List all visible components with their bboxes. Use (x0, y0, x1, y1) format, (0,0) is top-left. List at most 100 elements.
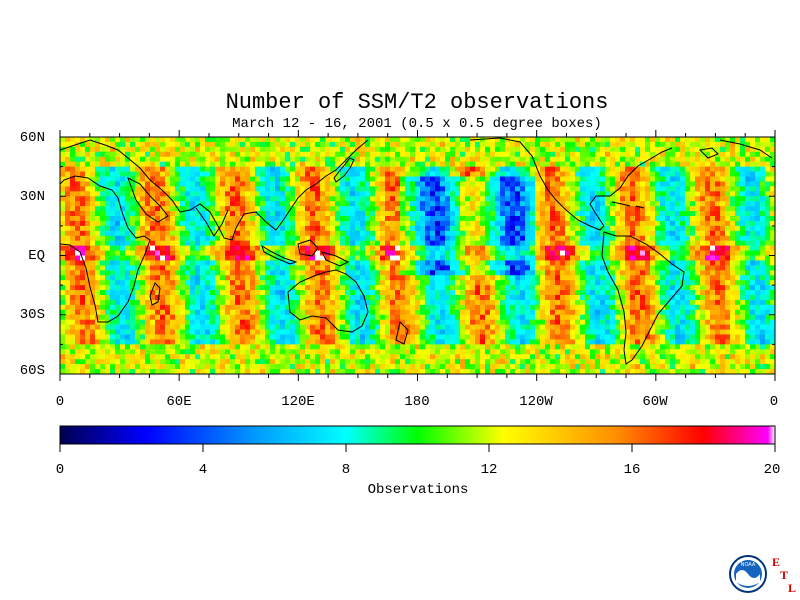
heatmap-cell (105, 216, 111, 222)
heatmap-cell (665, 181, 671, 187)
heatmap-cell (230, 196, 236, 202)
heatmap-cell (710, 151, 716, 158)
heatmap-cell (375, 275, 381, 281)
heatmap-cell (720, 191, 726, 197)
heatmap-cell (245, 225, 251, 232)
heatmap-cell (220, 176, 226, 182)
heatmap-cell (85, 245, 91, 251)
heatmap-cell (75, 216, 81, 222)
heatmap-cell (480, 201, 486, 207)
heatmap-cell (685, 230, 691, 237)
heatmap-cell (65, 166, 71, 172)
heatmap-cell (490, 146, 496, 153)
heatmap-cell (680, 255, 686, 261)
heatmap-cell (515, 156, 521, 162)
heatmap-cell (170, 280, 176, 286)
heatmap-cell (655, 137, 661, 143)
heatmap-cell (365, 230, 371, 237)
heatmap-cell (365, 295, 371, 301)
heatmap-cell (555, 151, 561, 158)
heatmap-cell (90, 290, 96, 296)
heatmap-cell (185, 230, 191, 237)
heatmap-cell (665, 211, 671, 217)
heatmap-cell (445, 290, 451, 296)
heatmap-cell (210, 196, 216, 202)
heatmap-cell (125, 196, 131, 202)
heatmap-cell (540, 265, 546, 271)
heatmap-cell (425, 181, 431, 187)
heatmap-cell (610, 280, 616, 286)
heatmap-cell (720, 220, 726, 227)
heatmap-cell (635, 181, 641, 187)
heatmap-cell (255, 146, 261, 153)
heatmap-cell (480, 166, 486, 172)
heatmap-cell (410, 211, 416, 217)
heatmap-cell (695, 299, 701, 306)
heatmap-cell (620, 290, 626, 296)
heatmap-cell (320, 275, 326, 281)
heatmap-cell (230, 304, 236, 311)
heatmap-cell (220, 290, 226, 296)
heatmap-cell (275, 196, 281, 202)
heatmap-cell (225, 201, 231, 207)
heatmap-cell (435, 161, 441, 167)
heatmap-cell (760, 265, 766, 271)
heatmap-cell (485, 166, 491, 172)
heatmap-cell (275, 181, 281, 187)
heatmap-cell (525, 285, 531, 291)
heatmap-cell (260, 156, 266, 162)
heatmap-cell (450, 191, 456, 197)
heatmap-cell (560, 250, 566, 256)
heatmap-cell (240, 151, 246, 158)
heatmap-cell (110, 146, 116, 153)
heatmap-cell (465, 166, 471, 172)
heatmap-cell (390, 260, 396, 266)
heatmap-cell (490, 250, 496, 256)
heatmap-cell (715, 265, 721, 271)
heatmap-cell (440, 171, 446, 177)
heatmap-cell (290, 304, 296, 311)
heatmap-cell (380, 295, 386, 301)
heatmap-cell (275, 161, 281, 167)
heatmap-cell (655, 161, 661, 167)
heatmap-cell (205, 220, 211, 227)
heatmap-cell (760, 181, 766, 187)
heatmap-cell (660, 290, 666, 296)
heatmap-cell (125, 166, 131, 172)
heatmap-cell (280, 146, 286, 153)
heatmap-cell (750, 146, 756, 153)
heatmap-cell (185, 240, 191, 246)
heatmap-cell (240, 146, 246, 153)
heatmap-cell (675, 191, 681, 197)
heatmap-cell (605, 156, 611, 162)
heatmap-cell (305, 176, 311, 182)
heatmap-cell (200, 299, 206, 306)
heatmap-cell (355, 225, 361, 232)
heatmap-cell (440, 156, 446, 162)
heatmap-cell (155, 235, 161, 241)
heatmap-cell (490, 280, 496, 286)
heatmap-cell (550, 270, 556, 276)
heatmap-cell (300, 141, 306, 148)
heatmap-cell (655, 280, 661, 286)
heatmap-cell (430, 275, 436, 281)
heatmap-cell (610, 161, 616, 167)
heatmap-cell (660, 220, 666, 227)
heatmap-cell (255, 240, 261, 246)
heatmap-cell (695, 280, 701, 286)
heatmap-cell (725, 181, 731, 187)
heatmap-cell (220, 240, 226, 246)
heatmap-cell (705, 201, 711, 207)
heatmap-cell (100, 201, 106, 207)
heatmap-cell (615, 235, 621, 241)
heatmap-cell (315, 225, 321, 232)
heatmap-cell (150, 181, 156, 187)
heatmap-cell (440, 270, 446, 276)
heatmap-cell (180, 206, 186, 212)
heatmap-cell (645, 186, 651, 192)
heatmap-cell (430, 181, 436, 187)
heatmap-cell (545, 201, 551, 207)
heatmap-cell (335, 290, 341, 296)
heatmap-cell (535, 265, 541, 271)
heatmap-cell (335, 304, 341, 311)
